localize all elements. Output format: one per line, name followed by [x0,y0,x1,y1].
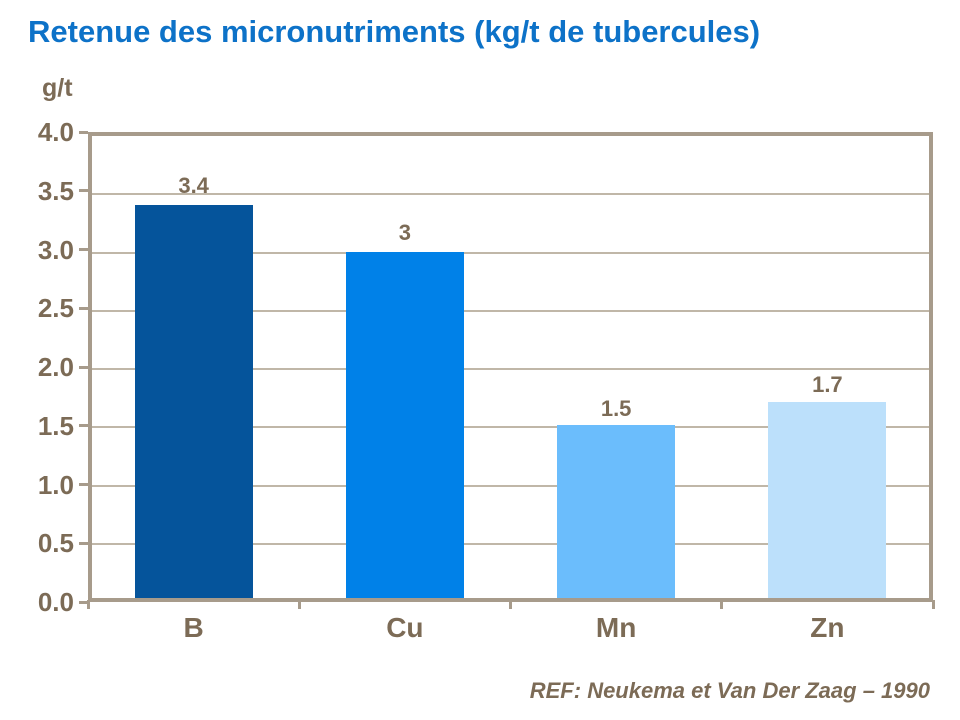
y-axis-tick-mark [79,541,88,545]
x-axis-tick-mark [86,600,90,609]
x-axis-tick-mark [931,600,935,609]
bar-value-label: 1.5 [600,395,632,421]
y-axis-tick-mark [79,248,88,251]
bar-value-label: 3.4 [178,172,209,198]
y-tick-label: 2.0 [37,352,74,382]
y-axis-tick-mark [79,365,88,369]
x-category-label-Mn: Mn [595,612,637,643]
y-tick-label: 1.5 [37,410,74,441]
gridline [92,426,929,429]
y-axis-tick-mark [79,483,88,486]
x-category-label-Zn: Zn [810,612,845,643]
y-axis-unit-label: g/t [42,74,73,102]
y-tick-label: 0.5 [37,528,74,559]
gridline [92,368,929,370]
y-axis-tick-mark [79,130,88,134]
x-axis-tick-mark [720,600,724,609]
y-tick-label: 4.0 [37,117,74,147]
gridline [92,193,929,196]
bar-value-label: 3 [398,219,411,245]
y-axis-tick-mark [79,306,88,310]
bar-value-label: 1.7 [812,372,843,398]
y-axis-tick-mark [79,189,88,193]
plot-area [88,132,933,602]
y-tick-label: 1.0 [37,469,74,500]
gridline [92,484,929,487]
x-category-label-B: B [183,612,204,643]
bar-Cu [345,251,464,598]
y-tick-label: 3.5 [37,175,74,206]
y-tick-label: 3.0 [37,234,74,265]
bar-B [134,205,253,598]
x-category-label-Cu: Cu [386,612,424,643]
chart-title: Retenue des micronutriments (kg/t de tub… [28,14,761,49]
y-tick-label: 0.0 [37,587,74,617]
gridline [92,309,929,312]
gridline [92,251,929,254]
y-axis-tick-mark [79,600,88,604]
bar-Zn [768,401,887,598]
bar-Mn [557,424,676,598]
y-axis-tick-mark [79,424,88,428]
x-axis-tick-mark [509,600,512,609]
gridline [92,542,929,545]
x-axis-tick-mark [297,600,301,609]
y-tick-label: 2.5 [37,293,74,324]
reference-note: REF: Neukema et Van Der Zaag – 1990 [529,678,930,703]
